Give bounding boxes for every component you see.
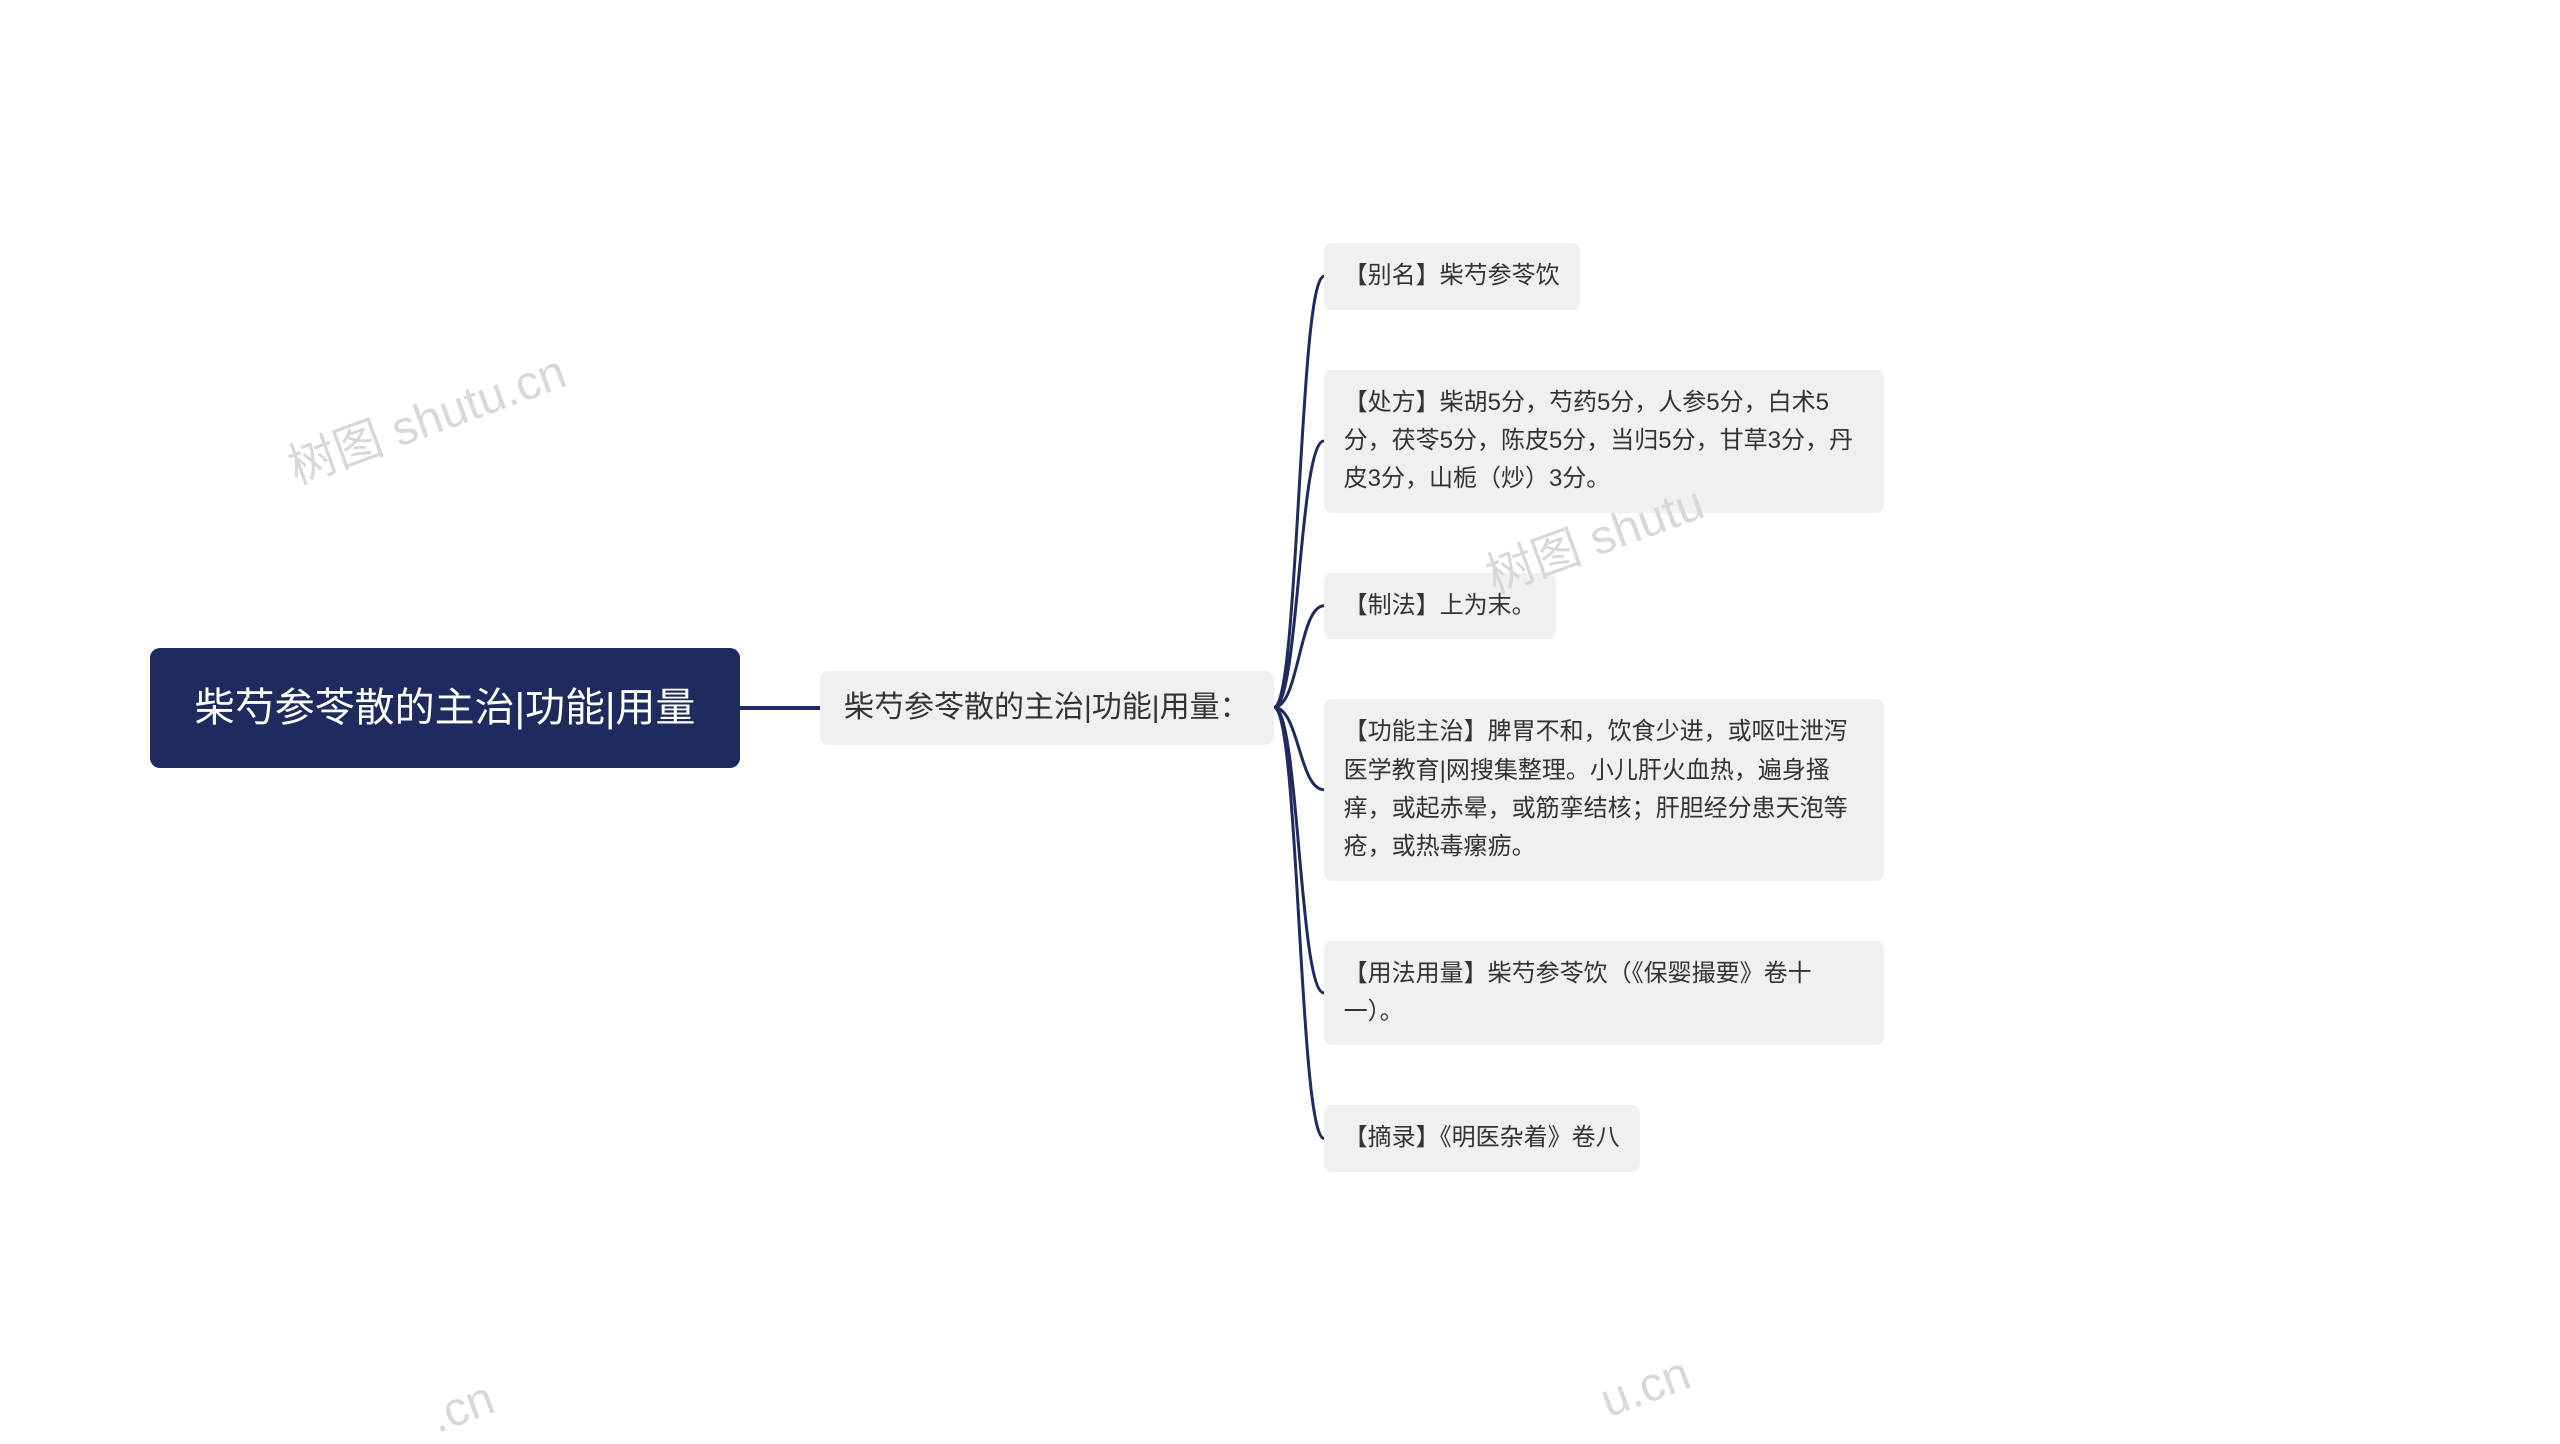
child-text: 【制法】上为末。 [1344,592,1536,619]
child-row: 【制法】上为末。 [1324,573,1884,639]
level1-title: 柴芍参苓散的主治|功能|用量： [844,691,1250,724]
root-title: 柴芍参苓散的主治|功能|用量 [195,686,696,730]
child-row: 【处方】柴胡5分，芍药5分，人参5分，白术5分，茯苓5分，陈皮5分，当归5分，甘… [1324,370,1884,513]
level1-wrap: 柴芍参苓散的主治|功能|用量： 【别名】柴芍参苓饮【处方】柴胡5分，芍药5分，人… [820,243,1884,1172]
child-text: 【功能主治】脾胃不和，饮食少进，或呕吐泄泻医学教育|网搜集整理。小儿肝火血热，遍… [1344,718,1848,860]
root-connector [740,706,820,710]
branch-area [1274,243,1324,1172]
child-node: 【别名】柴芍参苓饮 [1324,243,1580,309]
child-node: 【功能主治】脾胃不和，饮食少进，或呕吐泄泻医学教育|网搜集整理。小儿肝火血热，遍… [1324,699,1884,881]
children-container: 【别名】柴芍参苓饮【处方】柴胡5分，芍药5分，人参5分，白术5分，茯苓5分，陈皮… [1324,243,1884,1172]
child-node: 【处方】柴胡5分，芍药5分，人参5分，白术5分，茯苓5分，陈皮5分，当归5分，甘… [1324,370,1884,513]
level1-node: 柴芍参苓散的主治|功能|用量： [820,671,1274,745]
branch-svg [1274,243,1324,1172]
child-row: 【用法用量】柴芍参苓饮（《保婴撮要》卷十一）。 [1324,941,1884,1046]
child-row: 【别名】柴芍参苓饮 [1324,243,1884,309]
child-node: 【用法用量】柴芍参苓饮（《保婴撮要》卷十一）。 [1324,941,1884,1046]
child-node: 【制法】上为末。 [1324,573,1556,639]
child-row: 【摘录】《明医杂着》卷八 [1324,1105,1884,1171]
child-text: 【用法用量】柴芍参苓饮（《保婴撮要》卷十一）。 [1344,960,1812,1025]
root-node: 柴芍参苓散的主治|功能|用量 [150,648,740,768]
child-text: 【处方】柴胡5分，芍药5分，人参5分，白术5分，茯苓5分，陈皮5分，当归5分，甘… [1344,389,1853,493]
child-row: 【功能主治】脾胃不和，饮食少进，或呕吐泄泻医学教育|网搜集整理。小儿肝火血热，遍… [1324,699,1884,881]
child-text: 【摘录】《明医杂着》卷八 [1344,1124,1620,1151]
branch-path [1274,276,1324,1138]
child-text: 【别名】柴芍参苓饮 [1344,262,1560,289]
mindmap-container: 柴芍参苓散的主治|功能|用量 柴芍参苓散的主治|功能|用量： 【别名】柴芍参苓饮… [150,0,2450,1415]
child-node: 【摘录】《明医杂着》卷八 [1324,1105,1640,1171]
